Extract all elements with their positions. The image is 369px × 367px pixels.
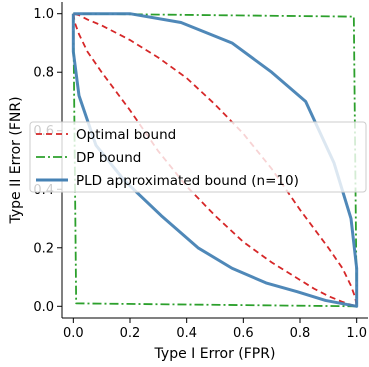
series-line [72, 12, 358, 308]
legend-label: Optimal bound [76, 127, 176, 143]
x-axis-label: Type I Error (FPR) [154, 346, 276, 362]
y-tick-label: 0.2 [33, 241, 54, 256]
legend: Optimal bound DP bound PLD approximated bo… [29, 121, 367, 193]
x-ticks: 0.0 0.2 0.4 0.6 0.8 1.0 [63, 318, 367, 341]
y-tick-label: 1.0 [33, 7, 54, 22]
legend-label: DP bound [76, 150, 141, 166]
y-tick-label: 0.0 [33, 300, 54, 315]
x-tick-label: 0.4 [176, 326, 197, 341]
x-tick-label: 1.0 [346, 326, 367, 341]
legend-box [29, 121, 367, 193]
x-tick-label: 0.8 [290, 326, 311, 341]
y-tick-label: 0.8 [33, 66, 54, 81]
y-axis-label: Type II Error (FNR) [8, 96, 24, 224]
x-tick-label: 0.0 [63, 326, 84, 341]
x-tick-label: 0.6 [233, 326, 254, 341]
legend-label: PLD approximated bound (n=10) [76, 173, 299, 189]
x-tick-label: 0.2 [120, 326, 141, 341]
